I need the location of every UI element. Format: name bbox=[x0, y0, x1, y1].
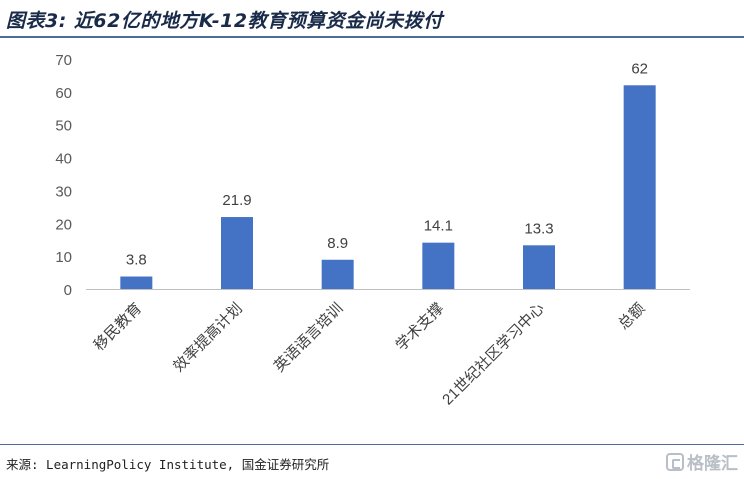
data-label: 8.9 bbox=[327, 235, 348, 252]
gelonghui-logo-icon bbox=[666, 452, 684, 471]
bar bbox=[422, 242, 455, 289]
data-label: 13.3 bbox=[524, 220, 553, 237]
bar bbox=[321, 259, 354, 289]
data-label: 14.1 bbox=[424, 218, 453, 235]
x-tick-label: 英语语言培训 bbox=[270, 299, 346, 375]
bar bbox=[623, 85, 656, 290]
x-tick-label: 效率提高计划 bbox=[170, 300, 246, 376]
data-label: 3.8 bbox=[126, 252, 147, 269]
y-tick-label: 30 bbox=[55, 183, 72, 200]
source-bar: 来源: LearningPolicy Institute, 国金证券研究所 格隆… bbox=[0, 444, 744, 479]
watermark-text: 格隆汇 bbox=[687, 454, 738, 474]
y-tick-label: 50 bbox=[55, 118, 72, 135]
data-label: 21.9 bbox=[222, 192, 251, 209]
bar-chart: 0 10 20 30 40 50 60 70 3.8 21.9 8.9 14.1 13.3 62 移民教… bbox=[55, 52, 690, 408]
bar bbox=[221, 217, 253, 289]
bar bbox=[120, 276, 153, 289]
title-bar: 图表3: 近62亿的地方K-12教育预算资金尚未拨付 bbox=[0, 0, 744, 38]
x-tick-label: 学术支撑 bbox=[393, 300, 447, 354]
value-labels: 3.8 21.9 8.9 14.1 13.3 62 bbox=[126, 60, 648, 268]
y-axis: 0 10 20 30 40 50 60 70 bbox=[55, 52, 72, 299]
y-tick-label: 10 bbox=[55, 249, 72, 266]
watermark: 格隆汇 bbox=[666, 449, 738, 474]
y-tick-label: 20 bbox=[55, 216, 72, 233]
x-tick-label: 总额 bbox=[615, 300, 648, 333]
y-tick-label: 0 bbox=[64, 282, 72, 299]
x-tick-label: 移民教育 bbox=[91, 300, 145, 354]
y-tick-label: 60 bbox=[55, 85, 72, 102]
y-tick-label: 70 bbox=[55, 52, 72, 69]
source-note: 来源: LearningPolicy Institute, 国金证券研究所 bbox=[6, 457, 330, 472]
y-tick-label: 40 bbox=[55, 151, 72, 168]
x-tick-label: 21世纪社区学习中心 bbox=[439, 300, 548, 409]
bars bbox=[120, 85, 656, 290]
chart-title: 图表3: 近62亿的地方K-12教育预算资金尚未拨付 bbox=[6, 10, 443, 32]
data-label: 62 bbox=[631, 60, 648, 77]
bar bbox=[523, 245, 555, 289]
